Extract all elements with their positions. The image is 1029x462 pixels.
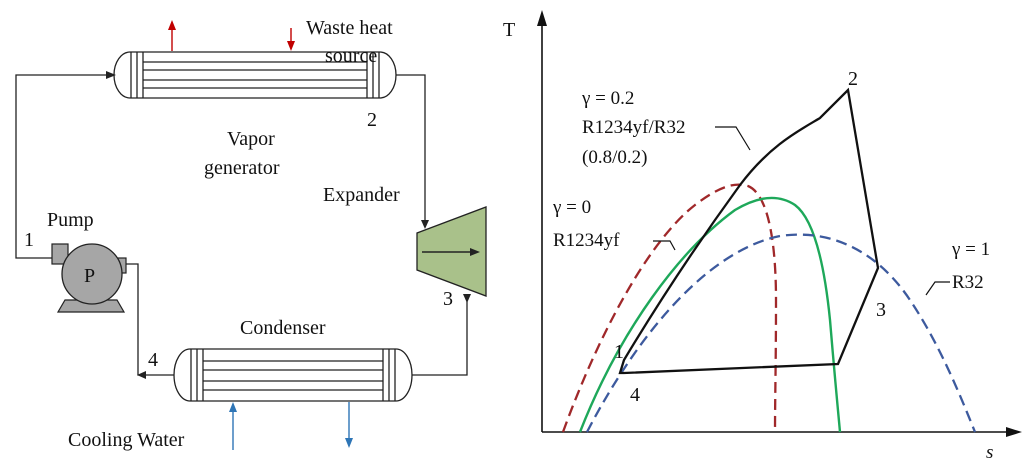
pipe-2-to-expander	[396, 74, 426, 222]
waste-heat-label-2: source	[325, 45, 377, 67]
dome-mix	[578, 196, 842, 433]
ts-cycle	[618, 87, 880, 375]
leader-lines	[653, 126, 950, 296]
condenser	[173, 348, 413, 402]
pump-symbol: P	[84, 265, 95, 287]
pipe-3-to-condenser	[412, 296, 468, 376]
state-3-label: 3	[443, 288, 453, 310]
axis-t-label: T	[503, 19, 515, 41]
gamma-1-label: γ = 1	[951, 239, 990, 260]
point-3-label: 3	[876, 299, 886, 321]
ts-labels: T s 1 2 3 4 γ = 0.2 R1234yf/R32 (0.8/0.2…	[503, 19, 993, 462]
gamma-0-label: γ = 0	[552, 197, 591, 218]
vapor-generator-label: Vapor	[227, 128, 275, 150]
pipe-1-to-generator	[15, 74, 112, 259]
dome-r32	[585, 233, 977, 433]
gamma-0-2-label: γ = 0.2	[581, 88, 634, 109]
cooling-water-label: Cooling Water	[68, 429, 185, 451]
waste-heat-label: Waste heat	[306, 17, 393, 39]
point-1-label: 1	[614, 341, 624, 363]
ts-axes	[537, 10, 1022, 437]
mixture-ratio-label: (0.8/0.2)	[582, 147, 647, 168]
axis-s-label: s	[986, 442, 993, 462]
schematic-labels: Waste heat source Vapor generator Expand…	[24, 17, 453, 451]
orc-schematic	[15, 20, 487, 450]
condenser-label: Condenser	[240, 317, 326, 339]
pump-label: Pump	[47, 209, 94, 231]
state-2-label: 2	[367, 109, 377, 131]
r1234yf-label: R1234yf	[553, 230, 620, 251]
point-4-label: 4	[630, 384, 640, 406]
pipe-4-to-pump	[124, 263, 174, 376]
r32-label: R32	[952, 272, 984, 293]
expander	[416, 206, 487, 297]
expander-label: Expander	[323, 184, 400, 206]
pump	[51, 243, 127, 313]
mixture-name-label: R1234yf/R32	[582, 117, 685, 138]
cooling-water-arrows	[229, 402, 353, 450]
point-2-label: 2	[848, 68, 858, 90]
ts-diagram: T s 1 2 3 4 γ = 0.2 R1234yf/R32 (0.8/0.2…	[503, 10, 1022, 462]
state-4-label: 4	[148, 349, 158, 371]
vapor-generator	[113, 51, 397, 99]
dome-r1234yf	[561, 183, 778, 433]
vapor-generator-label-2: generator	[204, 157, 280, 179]
state-1-label: 1	[24, 229, 34, 251]
heat-source-arrows	[168, 20, 295, 51]
